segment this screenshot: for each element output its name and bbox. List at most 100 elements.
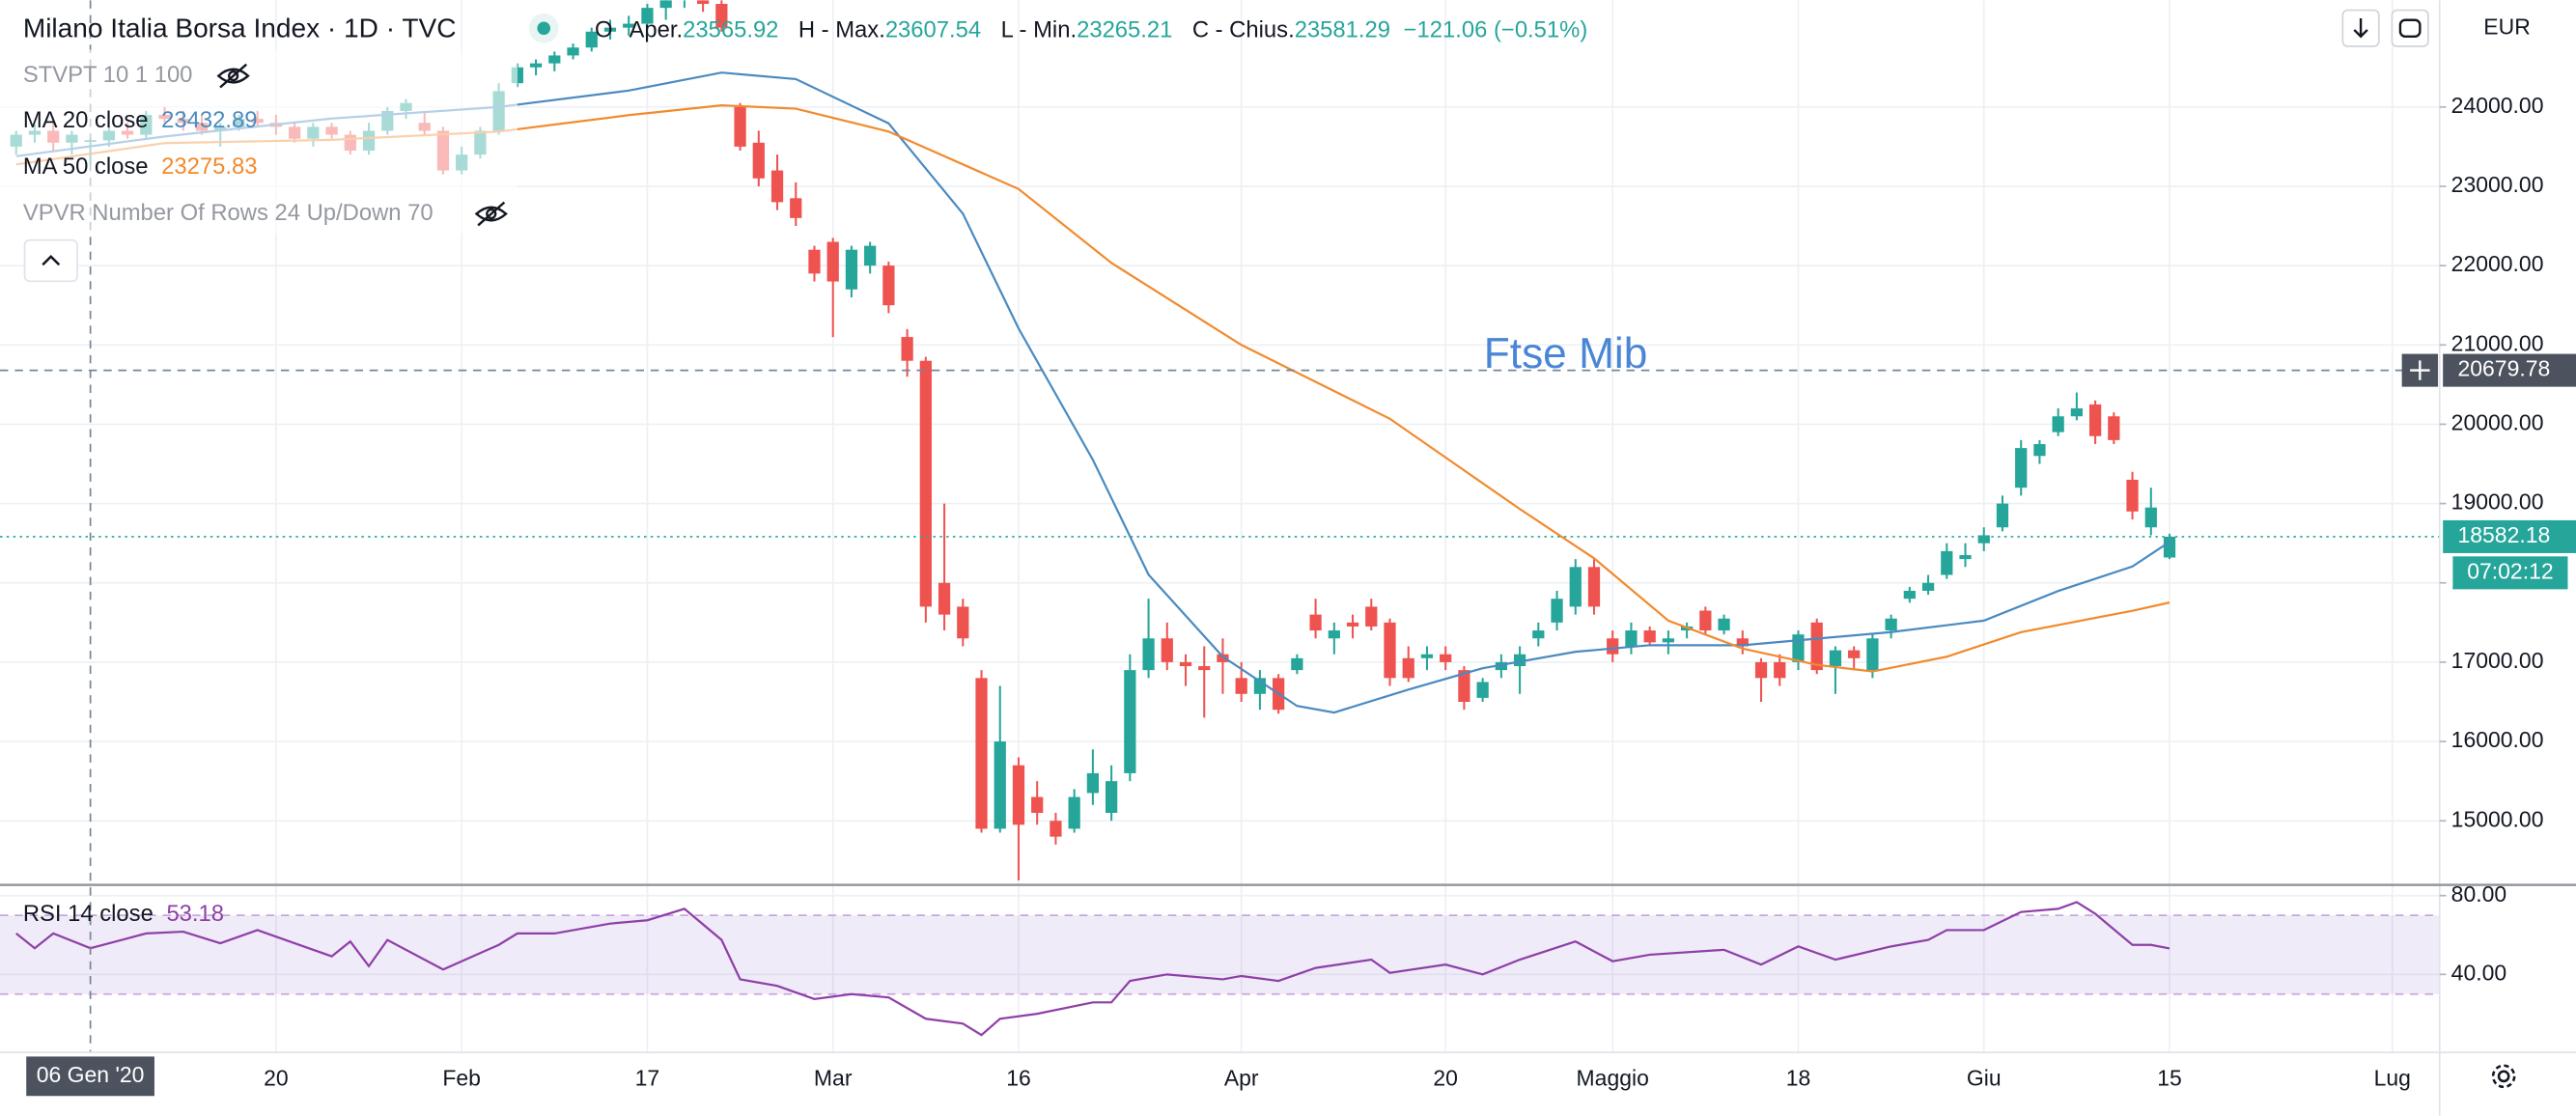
rsi-legend[interactable]: RSI 14 close 53.18 — [23, 901, 224, 927]
candle-body — [1569, 567, 1582, 607]
candle-body — [1179, 661, 1192, 667]
candle-body — [1217, 654, 1229, 662]
candle-body — [826, 241, 839, 282]
candle-body — [1402, 657, 1414, 679]
chart-annotation: Ftse Mib — [1484, 330, 1648, 377]
candle-body — [2052, 416, 2064, 432]
candle-body — [1050, 821, 1062, 837]
plus-icon — [2410, 360, 2430, 380]
settings-icon[interactable] — [2491, 1064, 2516, 1089]
rsi-band — [0, 915, 2440, 994]
candle-body — [1754, 661, 1768, 679]
crosshair-price-label: 20679.78 — [2457, 356, 2550, 381]
legend-backdrop — [0, 49, 518, 234]
ma-legend[interactable]: MA 50 close 23275.83 — [23, 153, 258, 180]
ohlc-value: 23607.54 — [885, 17, 981, 43]
candle-body — [752, 142, 765, 179]
labels: 20 Feb 17 Mar 16 Apr 20 Maggio 18 Giu 15 Lug 15000.0… — [26, 93, 2576, 1097]
arrow-icon — [2353, 18, 2368, 39]
candle-body — [1142, 638, 1155, 671]
candle-body — [864, 245, 877, 266]
candle-body — [1866, 638, 1879, 671]
price-change: −121.06 (−0.51%) — [1404, 17, 1588, 43]
candle-body — [1643, 630, 1656, 643]
x-tick-label: 15 — [2157, 1065, 2182, 1090]
candle-body — [1885, 618, 1897, 631]
x-tick-label: 18 — [1786, 1065, 1811, 1090]
candle-body — [623, 23, 635, 28]
indicator-hidden[interactable]: VPVR Number Of Rows 24 Up/Down 70 — [23, 200, 434, 226]
x-tick-label: Apr — [1224, 1065, 1259, 1090]
eye-off-icon[interactable] — [216, 63, 250, 89]
candle-body — [1977, 535, 1990, 544]
candle-body — [1662, 638, 1675, 643]
collapse-legend-button[interactable] — [23, 238, 78, 283]
candle-body — [1328, 630, 1340, 639]
x-tick-label: Feb — [442, 1065, 481, 1090]
candle-body — [734, 106, 746, 147]
candle-body — [2015, 448, 2028, 488]
candle-body — [2070, 408, 2084, 417]
ma-legend[interactable]: MA 20 close 23432.89 — [23, 108, 258, 134]
y-tick-label: 19000.00 — [2451, 489, 2544, 515]
candle-body — [696, 0, 710, 5]
moving-average-line — [15, 104, 2170, 673]
y-tick-label: 21000.00 — [2451, 330, 2544, 355]
candle-body — [567, 47, 579, 56]
candle-body — [548, 55, 561, 64]
countdown-box — [2452, 556, 2568, 590]
crosshair-date-label: 06 Gen '20 — [37, 1062, 145, 1087]
overlay — [0, 0, 2440, 1052]
candle-body — [1495, 661, 1507, 671]
ohlc-label: H - Max. — [798, 17, 885, 43]
x-tick-label: Lug — [2374, 1065, 2411, 1090]
candle-body — [1996, 503, 2009, 528]
candle-body — [1384, 622, 1396, 679]
y-tick-label: 24000.00 — [2451, 93, 2544, 118]
candle-body — [1903, 590, 1916, 600]
x-tick-label: Mar — [814, 1065, 853, 1090]
candle-body — [1309, 614, 1322, 631]
candle-body — [1959, 555, 1972, 560]
y-tick-label: 40.00 — [2451, 960, 2506, 985]
candle-body — [1346, 622, 1359, 627]
candle-body — [641, 8, 654, 24]
rsi-value: 53.18 — [166, 901, 224, 927]
candle-body — [1420, 654, 1434, 658]
candle-body — [1736, 638, 1749, 647]
candle-body — [1235, 678, 1247, 694]
candle-body — [1587, 567, 1601, 607]
crosshair-date-box — [26, 1056, 154, 1097]
ohlc-value: 23581.29 — [1295, 17, 1390, 43]
indicator-hidden[interactable]: STVPT 10 1 100 — [23, 62, 193, 88]
candle-body — [790, 198, 802, 218]
candle-body — [659, 0, 672, 9]
y-tick-label: 16000.00 — [2451, 727, 2544, 752]
price-pane — [10, 0, 2176, 880]
x-tick-label: 20 — [264, 1065, 289, 1090]
candle-body — [603, 27, 617, 32]
symbol-title: Milano Italia Borsa Index · 1D · TVC — [23, 13, 457, 42]
currency-button[interactable] — [2469, 10, 2545, 46]
candle-body — [1718, 618, 1730, 631]
candle-body — [1440, 654, 1452, 662]
candle-body — [585, 31, 598, 48]
candle-body — [1607, 638, 1619, 655]
eye-off-icon[interactable] — [474, 201, 508, 227]
x-tick-label: 20 — [1433, 1065, 1458, 1090]
candle-body — [2033, 443, 2046, 457]
candle-body — [715, 4, 728, 28]
ma-name: MA 50 close — [23, 153, 149, 180]
candle-body — [1253, 678, 1267, 694]
ohlc-value: 23265.21 — [1077, 17, 1172, 43]
ohlc-label: Aper. — [630, 17, 684, 43]
candle-body — [2144, 507, 2157, 528]
crosshair-price-box — [2443, 353, 2576, 387]
candle-body — [1086, 772, 1100, 794]
currency-label: EUR — [2483, 14, 2531, 39]
compare-icon — [2398, 18, 2422, 38]
y-tick-label: 80.00 — [2451, 881, 2506, 907]
compare-button[interactable] — [2391, 9, 2429, 47]
rsi-pane — [0, 901, 2440, 1037]
